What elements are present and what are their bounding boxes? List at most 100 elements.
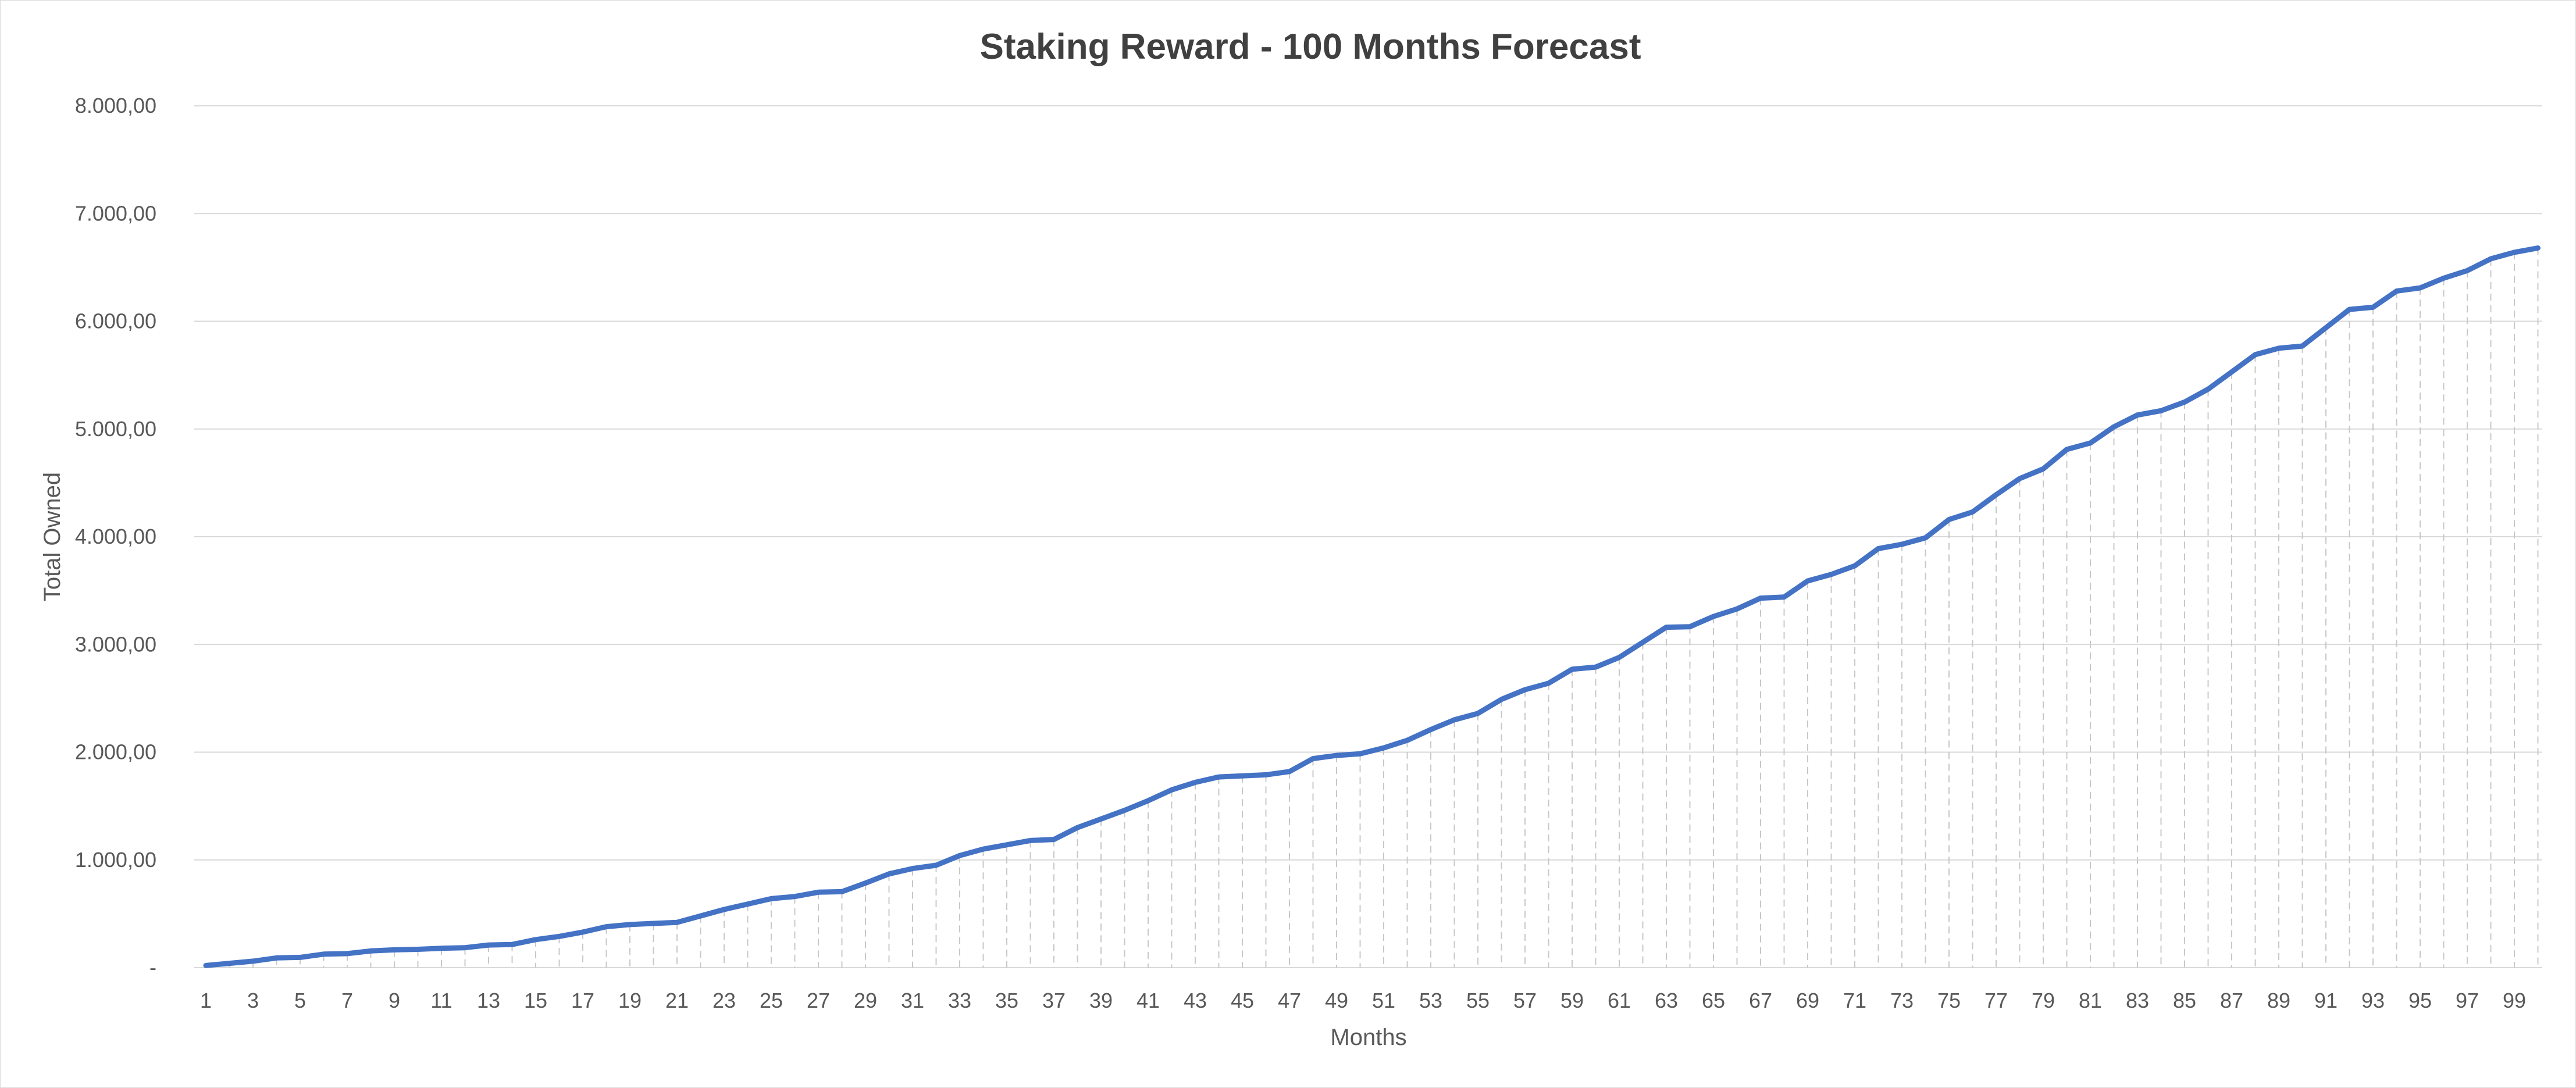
data-point <box>1735 607 1740 611</box>
x-tick-label: 71 <box>1843 989 1866 1012</box>
x-tick-label: 59 <box>1560 989 1584 1012</box>
y-tick-label: 4.000,00 <box>75 525 156 548</box>
chart-title: Staking Reward - 100 Months Forecast <box>980 27 1641 67</box>
data-point <box>1852 563 1857 568</box>
data-point <box>2159 408 2164 413</box>
x-tick-label: 33 <box>948 989 971 1012</box>
data-point <box>1123 808 1127 813</box>
x-tick-label: 51 <box>1372 989 1395 1012</box>
data-point <box>1829 572 1834 577</box>
x-tick-label: 67 <box>1749 989 1772 1012</box>
data-point <box>863 881 868 886</box>
x-tick-label: 15 <box>524 989 547 1012</box>
x-tick-label: 77 <box>1984 989 2008 1012</box>
data-point <box>1099 816 1103 821</box>
x-tick-label: 13 <box>477 989 500 1012</box>
data-point <box>439 946 444 951</box>
x-tick-label: 87 <box>2220 989 2243 1012</box>
x-tick-label: 73 <box>1890 989 1914 1012</box>
x-tick-label: 17 <box>571 989 594 1012</box>
x-tick-label: 69 <box>1796 989 1819 1012</box>
drop-lines <box>229 248 2539 968</box>
data-point <box>2206 387 2211 391</box>
data-point <box>2324 326 2328 330</box>
data-point <box>251 959 255 964</box>
x-tick-label: 93 <box>2361 989 2385 1012</box>
x-tick-label: 23 <box>712 989 736 1012</box>
data-point <box>204 963 208 968</box>
x-tick-label: 35 <box>995 989 1018 1012</box>
data-point <box>2088 441 2093 445</box>
data-point <box>1641 640 1645 645</box>
x-tick-label: 29 <box>854 989 877 1012</box>
data-point <box>2041 466 2046 471</box>
data-point <box>2489 256 2493 261</box>
data-point <box>2300 344 2305 348</box>
data-point <box>1311 757 1316 761</box>
x-tick-label: 95 <box>2408 989 2432 1012</box>
data-point <box>1547 681 1551 686</box>
x-tick-label: 57 <box>1513 989 1537 1012</box>
data-point <box>816 890 821 894</box>
x-tick-label: 45 <box>1231 989 1254 1012</box>
data-point <box>1052 837 1056 842</box>
data-point <box>1876 546 1881 551</box>
data-point <box>1664 625 1669 630</box>
data-point <box>486 943 491 947</box>
y-tick-label: 5.000,00 <box>75 417 156 441</box>
data-point <box>2112 425 2117 429</box>
x-tick-label: 9 <box>389 989 400 1012</box>
data-point <box>345 951 350 956</box>
data-point <box>1688 625 1693 629</box>
x-tick-label: 19 <box>618 989 642 1012</box>
y-tick-label: 7.000,00 <box>75 201 156 225</box>
data-point <box>1499 697 1504 702</box>
x-tick-label: 21 <box>665 989 689 1012</box>
x-tick-label: 55 <box>1466 989 1490 1012</box>
data-point <box>2135 413 2140 418</box>
data-point <box>699 914 703 918</box>
x-tick-label: 31 <box>901 989 924 1012</box>
x-tick-label: 83 <box>2126 989 2149 1012</box>
x-tick-label: 81 <box>2079 989 2102 1012</box>
x-tick-label: 43 <box>1184 989 1207 1012</box>
data-point <box>1923 536 1928 540</box>
data-point <box>1994 493 1998 497</box>
data-point <box>533 937 538 942</box>
x-tick-label: 75 <box>1937 989 1961 1012</box>
data-point <box>1900 542 1904 547</box>
data-point <box>1782 595 1787 600</box>
data-point <box>510 942 515 947</box>
x-tick-label: 1 <box>200 989 212 1012</box>
data-point <box>392 947 397 952</box>
data-point <box>1264 772 1269 777</box>
data-point <box>298 955 302 959</box>
x-tick-label: 61 <box>1608 989 1631 1012</box>
data-point <box>1170 787 1174 792</box>
data-point <box>1146 798 1150 803</box>
data-point <box>1334 753 1339 758</box>
data-point <box>1805 579 1810 583</box>
data-point <box>981 847 986 851</box>
data-point <box>1240 773 1245 778</box>
data-point <box>887 872 892 876</box>
y-tick-label: 3.000,00 <box>75 632 156 656</box>
data-point <box>322 952 326 957</box>
y-tick-label: 2.000,00 <box>75 740 156 764</box>
y-tick-label: 1.000,00 <box>75 848 156 872</box>
data-point <box>580 930 585 934</box>
x-tick-label: 63 <box>1655 989 1678 1012</box>
data-point <box>416 947 421 952</box>
data-point <box>1594 665 1598 669</box>
data-point <box>227 961 232 966</box>
data-point <box>2347 307 2352 312</box>
data-point <box>1405 738 1410 743</box>
series-line <box>203 245 2541 968</box>
data-point <box>2018 476 2022 481</box>
data-point <box>1358 751 1363 756</box>
x-tick-label: 53 <box>1419 989 1442 1012</box>
x-tick-label: 5 <box>294 989 306 1012</box>
data-point <box>2418 286 2422 290</box>
